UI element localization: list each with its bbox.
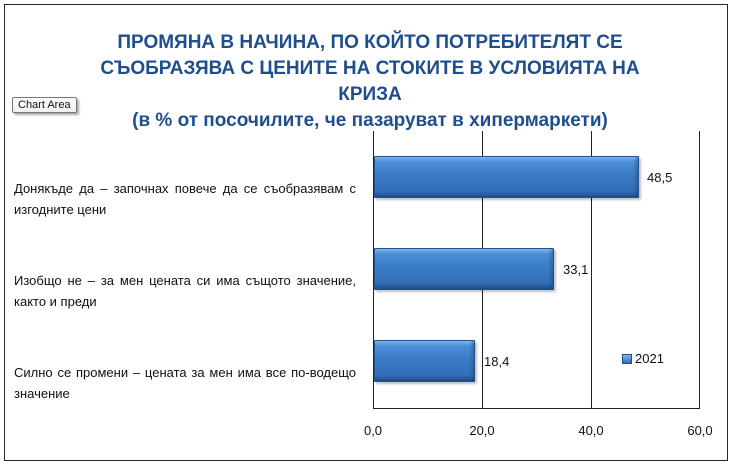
bar-category-3[interactable] [374, 340, 475, 382]
chart-area-tooltip: Chart Area [12, 97, 77, 113]
data-label-3: 18,4 [484, 354, 510, 369]
legend[interactable]: 2021 [622, 351, 664, 366]
x-tick-0: 0,0 [363, 423, 383, 438]
bar-category-2[interactable] [374, 248, 554, 290]
chart-subtitle: (в % от посочилите, че пазаруват в хипер… [132, 110, 608, 131]
x-tick-60: 60,0 [687, 423, 713, 438]
gridline-40 [591, 131, 592, 408]
data-label-1: 48,5 [647, 170, 673, 185]
chart-title: ПРОМЯНА В НАЧИНА, ПО КОЙТО ПОТРЕБИТЕЛЯТ … [60, 30, 680, 108]
category-label-1: Донякъде да – започнах повече да се съоб… [14, 181, 356, 217]
x-tick-40: 40,0 [578, 423, 604, 438]
bar-category-1[interactable] [374, 156, 639, 198]
chart-title-line-2: СЪОБРАЗЯВА С ЦЕНИТЕ НА СТОКИТЕ В УСЛОВИЯ… [100, 58, 640, 79]
x-tick-20: 20,0 [469, 423, 495, 438]
category-label-3: Силно се промени – цената за мен има все… [14, 365, 356, 401]
data-label-2: 33,1 [563, 262, 589, 277]
chart-title-line-1: ПРОМЯНА В НАЧИНА, ПО КОЙТО ПОТРЕБИТЕЛЯТ … [117, 32, 623, 53]
category-label-2: Изобщо не – за мен цената си има същото … [14, 273, 356, 309]
chart-title-line-3: КРИЗА [338, 84, 402, 105]
chart-area[interactable] [4, 4, 728, 461]
legend-label: 2021 [635, 351, 664, 366]
legend-swatch-icon [622, 353, 632, 364]
